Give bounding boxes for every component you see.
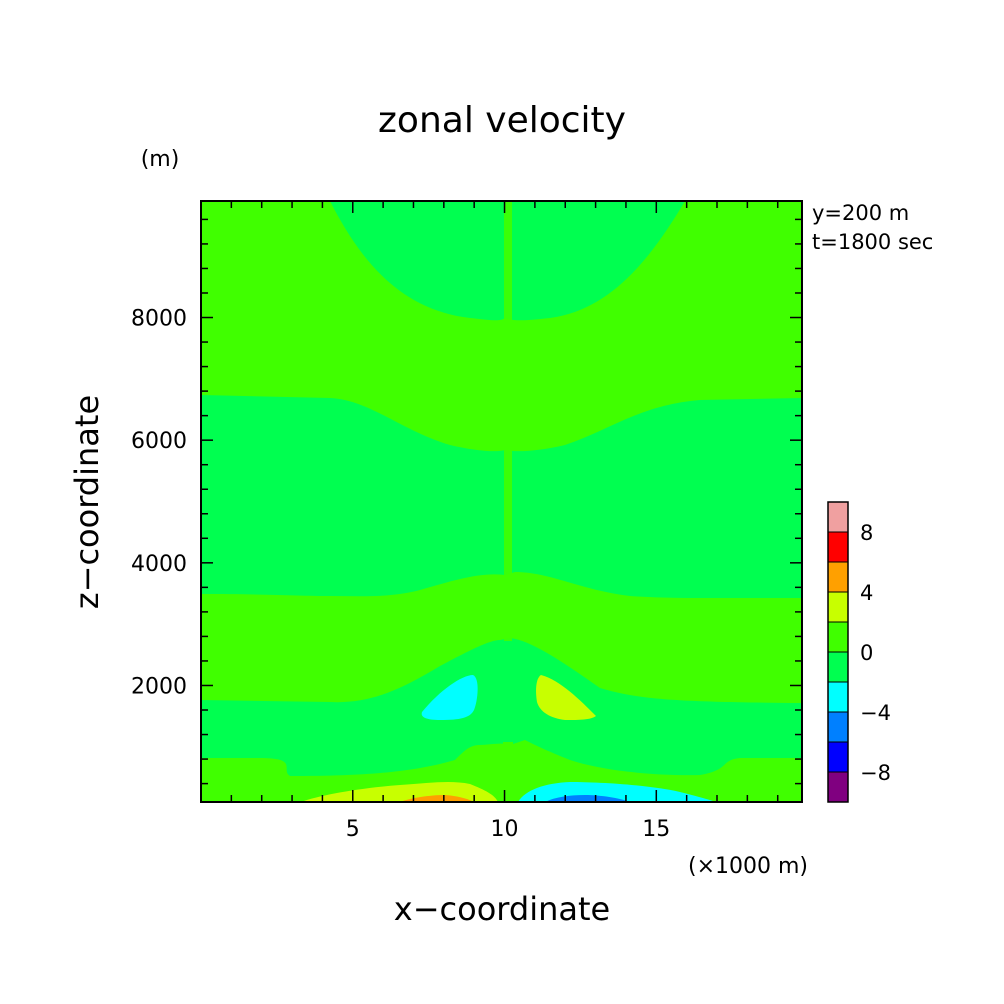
- colorbar-swatch: [827, 741, 849, 773]
- y-tick-label: 6000: [131, 429, 187, 454]
- colorbar-swatch: [827, 651, 849, 683]
- contour-region-center-strip: [504, 201, 512, 641]
- colorbar-frame: [827, 501, 849, 803]
- contour-region-low-band: [201, 638, 802, 776]
- contour-region-middle-band: [201, 395, 802, 598]
- y-unit-label: (m): [141, 147, 180, 172]
- y-tick-label: 4000: [131, 552, 187, 577]
- contour-region-cell-positive: [536, 675, 596, 720]
- plot-axes: 5 10 15 2000 4000 6000 8000: [131, 200, 803, 842]
- colorbar-swatch: [827, 711, 849, 743]
- x-tick-label: 10: [491, 817, 519, 842]
- x-unit-label: (×1000 m): [688, 854, 808, 879]
- contour-fill: [201, 201, 802, 802]
- y-tick-label: 2000: [131, 674, 187, 699]
- colorbar: 8 4 0 −4 −8: [827, 501, 891, 803]
- colorbar-tick-label: 4: [860, 581, 873, 605]
- colorbar-tick-label: 8: [860, 521, 873, 545]
- plot-frame: [200, 200, 803, 803]
- x-axis-label: x−coordinate: [394, 890, 610, 928]
- colorbar-swatch: [827, 621, 849, 653]
- colorbar-tick-label: −4: [860, 701, 891, 725]
- contour-region-surface-center: [503, 742, 513, 802]
- y-tick-label: 8000: [131, 307, 187, 332]
- colorbar-tick-label: −8: [860, 761, 891, 785]
- contour-region-surface-positive-core: [400, 795, 475, 802]
- contour-region-cell-negative: [421, 675, 478, 720]
- colorbar-swatch: [827, 591, 849, 623]
- chart-title: zonal velocity: [378, 100, 626, 141]
- x-tick-label: 15: [642, 817, 670, 842]
- colorbar-swatch: [827, 501, 849, 533]
- contour-region-surface-negative-core: [545, 795, 630, 802]
- colorbar-swatch: [827, 561, 849, 593]
- annotation-y: y=200 m: [812, 201, 909, 225]
- colorbar-swatch: [827, 681, 849, 713]
- colorbar-tick-label: 0: [860, 641, 873, 665]
- annotation-t: t=1800 sec: [812, 230, 933, 254]
- colorbar-swatch: [827, 531, 849, 563]
- y-axis-label: z−coordinate: [68, 395, 106, 609]
- x-tick-label: 5: [346, 817, 360, 842]
- colorbar-swatch: [827, 771, 849, 803]
